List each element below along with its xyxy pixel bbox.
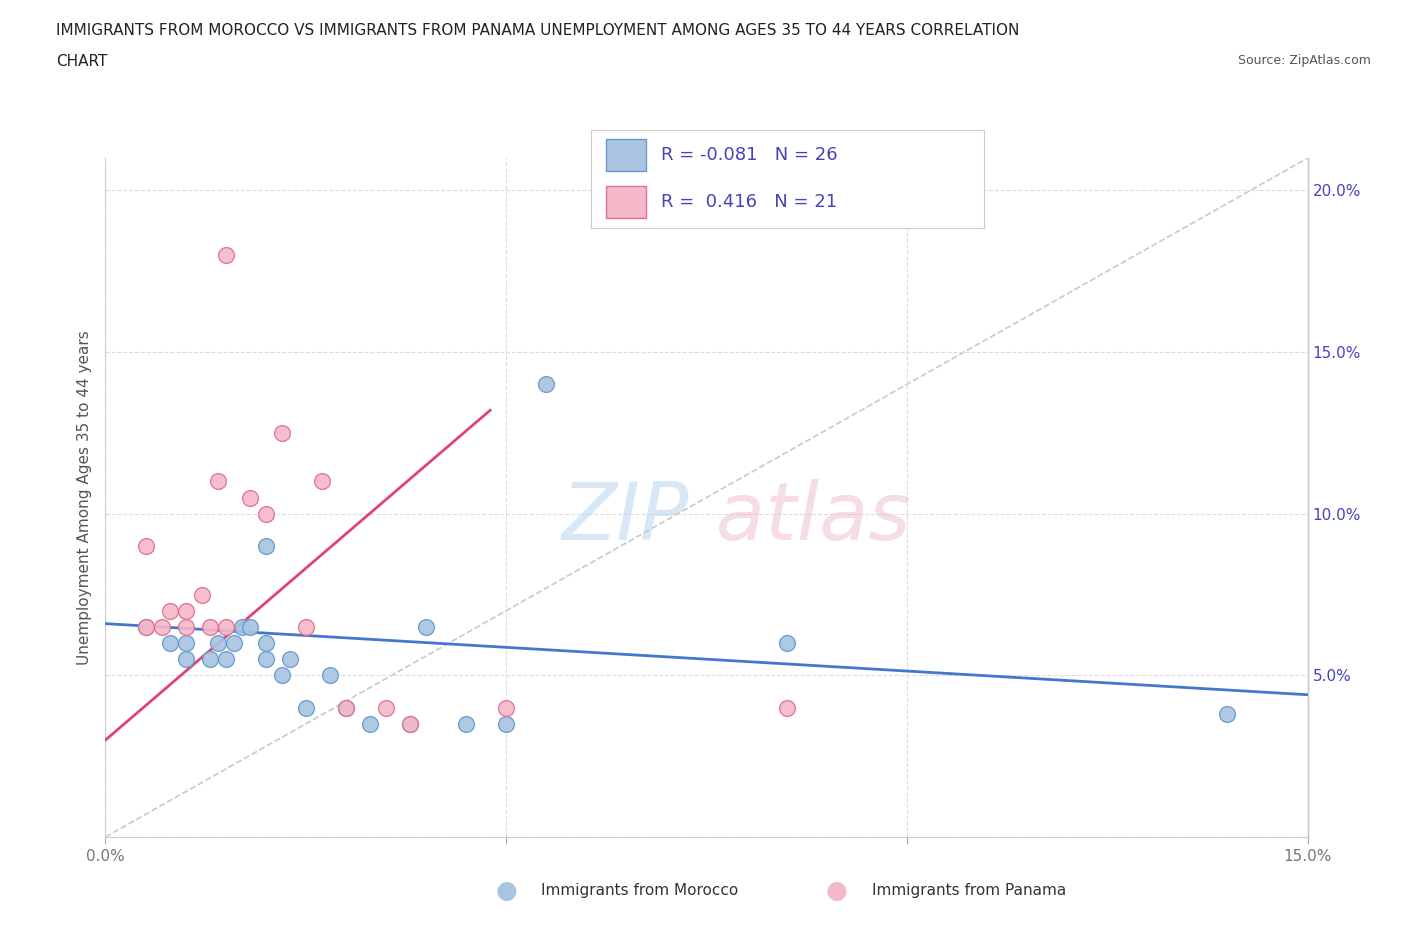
Point: [254, 635, 277, 650]
Point: [198, 619, 221, 634]
Text: ●: ●: [825, 879, 848, 903]
Point: [254, 538, 277, 553]
Point: [495, 700, 517, 715]
Point: [270, 425, 292, 440]
Text: Immigrants from Morocco: Immigrants from Morocco: [541, 884, 738, 898]
Text: R =  0.416   N = 21: R = 0.416 N = 21: [661, 193, 838, 211]
Point: [207, 474, 229, 489]
Text: Source: ZipAtlas.com: Source: ZipAtlas.com: [1237, 54, 1371, 67]
Point: [231, 619, 253, 634]
Point: [399, 716, 422, 731]
Text: CHART: CHART: [56, 54, 108, 69]
Y-axis label: Unemployment Among Ages 35 to 44 years: Unemployment Among Ages 35 to 44 years: [77, 330, 93, 665]
Text: R = -0.081   N = 26: R = -0.081 N = 26: [661, 146, 838, 164]
Point: [135, 619, 157, 634]
Point: [270, 668, 292, 683]
Point: [214, 619, 236, 634]
Text: atlas: atlas: [562, 479, 911, 557]
Point: [399, 716, 422, 731]
Point: [311, 474, 333, 489]
Point: [1216, 707, 1239, 722]
Point: [150, 619, 173, 634]
Point: [174, 652, 197, 667]
Point: [190, 587, 212, 602]
Point: [239, 490, 262, 505]
Point: [278, 652, 301, 667]
Point: [174, 619, 197, 634]
Text: IMMIGRANTS FROM MOROCCO VS IMMIGRANTS FROM PANAMA UNEMPLOYMENT AMONG AGES 35 TO : IMMIGRANTS FROM MOROCCO VS IMMIGRANTS FR…: [56, 23, 1019, 38]
Point: [135, 538, 157, 553]
Point: [295, 700, 318, 715]
Point: [254, 652, 277, 667]
Point: [214, 652, 236, 667]
Point: [214, 247, 236, 262]
FancyBboxPatch shape: [606, 186, 645, 219]
Point: [207, 635, 229, 650]
Point: [534, 377, 557, 392]
Point: [776, 635, 799, 650]
Point: [374, 700, 398, 715]
FancyBboxPatch shape: [606, 139, 645, 171]
Text: Immigrants from Panama: Immigrants from Panama: [872, 884, 1066, 898]
Text: ZIP: ZIP: [562, 479, 689, 557]
Point: [254, 506, 277, 521]
Point: [335, 700, 357, 715]
Point: [159, 604, 181, 618]
Point: [776, 700, 799, 715]
Point: [198, 652, 221, 667]
Point: [239, 619, 262, 634]
Point: [319, 668, 342, 683]
Point: [135, 619, 157, 634]
Point: [415, 619, 437, 634]
Text: ●: ●: [495, 879, 517, 903]
Point: [335, 700, 357, 715]
Point: [495, 716, 517, 731]
Point: [222, 635, 245, 650]
Point: [159, 635, 181, 650]
Point: [295, 619, 318, 634]
Point: [454, 716, 477, 731]
Point: [359, 716, 381, 731]
Point: [174, 635, 197, 650]
Point: [174, 604, 197, 618]
